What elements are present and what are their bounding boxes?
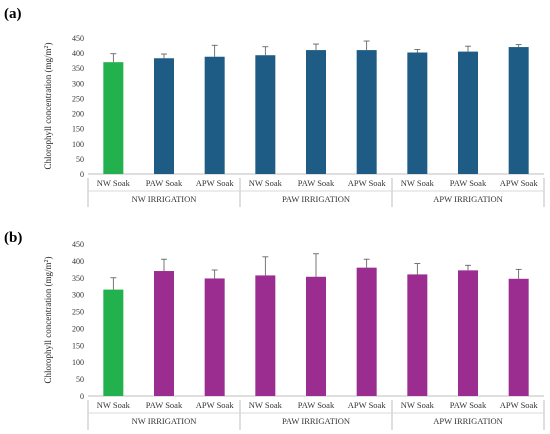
y-tick-label: 100: [72, 140, 84, 149]
x-group-label: PAW IRRIGATION: [282, 416, 350, 426]
x-category-label: APW Soak: [196, 178, 235, 188]
x-category-label: PAW Soak: [298, 178, 335, 188]
y-tick-label: 0: [80, 170, 84, 179]
bar: [204, 278, 225, 396]
x-category-label: APW Soak: [196, 400, 235, 410]
chart-panel-a: (a) Chlorophyll concentration (mg/m2) 0 50 1…: [4, 6, 545, 207]
chart-panel-b: (b) Chlorophyll concentration (mg/m2) 0 50 1…: [4, 230, 545, 430]
bar: [356, 50, 377, 174]
y-tick-label: 150: [72, 341, 84, 350]
x-category-label: NW Soak: [249, 178, 283, 188]
y-tick-label: 200: [72, 324, 84, 333]
x-group-label: APW IRRIGATION: [433, 416, 503, 426]
x-category-label: NW Soak: [249, 400, 283, 410]
y-tick-label: 300: [72, 79, 84, 88]
panel-label: (a): [4, 6, 22, 22]
y-axis-label: Chlorophyll concentration (mg/m2): [43, 257, 53, 384]
y-tick-label: 200: [72, 110, 84, 119]
x-category-label: APW Soak: [500, 400, 539, 410]
bar: [154, 271, 174, 396]
bar: [204, 56, 225, 174]
y-tick-label: 0: [80, 392, 84, 401]
x-category-label: APW Soak: [348, 178, 387, 188]
y-tick-label: 400: [72, 257, 84, 266]
y-tick-label: 300: [72, 291, 84, 300]
x-category-label: PAW Soak: [450, 178, 487, 188]
y-tick-label: 250: [72, 94, 84, 103]
x-group-label: NW IRRIGATION: [132, 416, 197, 426]
y-tick-label: 50: [76, 375, 84, 384]
y-tick-label: 450: [72, 34, 84, 43]
x-category-label: PAW Soak: [450, 400, 487, 410]
x-group-label: NW IRRIGATION: [132, 194, 197, 204]
bar: [508, 47, 529, 174]
x-group-label: PAW IRRIGATION: [282, 194, 350, 204]
bar: [356, 267, 377, 396]
bar: [255, 275, 276, 396]
x-category-label: NW Soak: [401, 400, 435, 410]
bar: [154, 58, 174, 175]
y-tick-label: 250: [72, 308, 84, 317]
bar: [458, 51, 478, 174]
x-category-label: NW Soak: [97, 178, 131, 188]
x-category-label: NW Soak: [97, 400, 131, 410]
y-tick-label: 400: [72, 49, 84, 58]
y-axis-label: Chlorophyll concentration (mg/m2): [43, 43, 53, 170]
y-tick-label: 350: [72, 64, 84, 73]
panel-label: (b): [4, 230, 22, 246]
bar: [103, 62, 124, 174]
bar: [306, 50, 326, 174]
bar: [458, 270, 478, 396]
y-tick-label: 350: [72, 274, 84, 283]
x-category-label: APW Soak: [500, 178, 539, 188]
y-tick-label: 450: [72, 240, 84, 249]
y-tick-label: 50: [76, 155, 84, 164]
y-tick-label: 150: [72, 125, 84, 134]
bar: [103, 289, 124, 396]
x-category-label: NW Soak: [401, 178, 435, 188]
bar: [407, 274, 428, 396]
bar: [255, 55, 276, 174]
bar: [407, 52, 428, 174]
x-category-label: PAW Soak: [146, 400, 183, 410]
x-group-label: APW IRRIGATION: [433, 194, 503, 204]
bar: [508, 278, 529, 396]
x-category-label: APW Soak: [348, 400, 387, 410]
x-category-label: PAW Soak: [146, 178, 183, 188]
bar: [306, 276, 326, 396]
x-category-label: PAW Soak: [298, 400, 335, 410]
y-tick-label: 100: [72, 358, 84, 367]
